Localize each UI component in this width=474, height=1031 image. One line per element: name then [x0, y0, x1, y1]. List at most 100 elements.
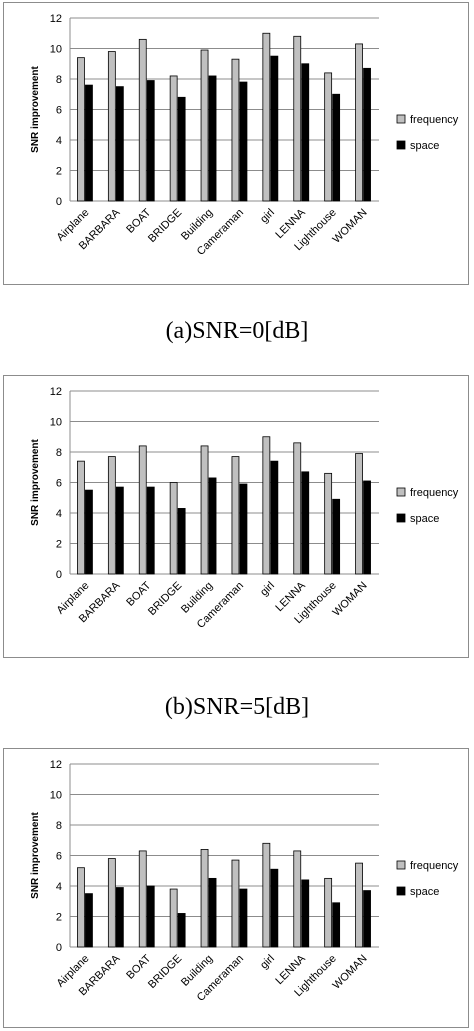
chart-a-bar-space — [85, 84, 93, 202]
chart-b-bar-space — [146, 486, 155, 575]
chart-b-bar-frequency — [324, 472, 333, 575]
chart-c-legend-label-space: space — [410, 886, 439, 898]
chart-a-bar-space — [146, 80, 155, 202]
chart-b-y-axis-label: SNR improvement — [30, 438, 41, 525]
chart-b-x-tick-label: WOMAN — [331, 580, 370, 619]
chart-b-y-tick-label: 12 — [50, 386, 62, 398]
chart-a-y-tick-label: 12 — [50, 13, 62, 25]
chart-b-bar-space — [363, 480, 371, 575]
chart-a-legend-swatch-space — [396, 140, 406, 150]
chart-a-bar-space — [301, 63, 310, 202]
chart-c-bar-frequency — [231, 859, 240, 948]
chart-a-bar-frequency — [138, 38, 147, 202]
chart-a-y-tick-label: 0 — [56, 196, 62, 208]
chart-c-bar-frequency — [138, 850, 147, 948]
chart-c-x-tick-label: BOAT — [124, 952, 153, 981]
chart-a-bar-frequency — [262, 32, 271, 202]
chart-b-y-tick-label: 6 — [56, 478, 62, 490]
chart-a-bar-frequency — [77, 57, 85, 202]
chart-a-bar-space — [115, 86, 124, 202]
chart-b-bar-frequency — [355, 453, 363, 575]
chart-b-legend-swatch-frequency — [396, 487, 406, 497]
caption-a: (a)SNR=0[dB] — [165, 318, 309, 344]
chart-a-x-tick-label: girl — [258, 207, 277, 226]
chart-c-bar-frequency — [200, 849, 209, 948]
chart-c-y-tick-label: 6 — [56, 851, 62, 863]
chart-a-legend-label-frequency: frequency — [410, 114, 459, 126]
chart-b-bar-space — [208, 477, 217, 575]
chart-a-bar-frequency — [355, 43, 363, 202]
chart-c-y-tick-label: 4 — [56, 881, 62, 893]
chart-c-y-tick-label: 2 — [56, 912, 62, 924]
chart-b-x-tick-label: BOAT — [124, 579, 153, 608]
chart-b-bar-space — [332, 498, 341, 575]
chart-a-y-tick-label: 2 — [56, 166, 62, 178]
chart-a-x-tick-label: WOMAN — [331, 207, 370, 246]
chart-a-bar-frequency — [107, 51, 116, 202]
chart-c-y-tick-label: 10 — [50, 790, 62, 802]
chart-panel-a: 0 2 4 6 8 10 12 SNR improvement Airplane BARBARA B… — [3, 2, 469, 285]
chart-c-bar-frequency — [107, 858, 116, 948]
chart-b-y-tick-label: 0 — [56, 569, 62, 581]
chart-b-y-tick-label: 8 — [56, 447, 62, 459]
chart-c-bar-space — [115, 887, 124, 948]
chart-a-bar-frequency — [231, 58, 240, 202]
chart-c-bar-frequency — [77, 867, 85, 948]
chart-c-bar-space — [270, 868, 279, 948]
chart-c-bar-frequency — [293, 850, 302, 948]
chart-a-bar-frequency — [169, 75, 178, 202]
chart-b-bar-frequency — [77, 460, 85, 575]
chart-a-bar-space — [208, 75, 217, 202]
chart-panel-c: 0 2 4 6 8 10 12 SNR improvement Airplane BARBARA B… — [3, 748, 469, 1028]
chart-a-bar-space — [270, 55, 279, 202]
chart-b-bar-space — [115, 486, 124, 575]
chart-b-x-tick-label: girl — [258, 580, 277, 599]
chart-a-bar-space — [363, 67, 371, 202]
chart-c-legend-swatch-space — [396, 886, 406, 896]
chart-b-bar-frequency — [293, 442, 302, 575]
chart-b-legend-label-frequency: frequency — [410, 487, 459, 499]
chart-a-bar-frequency — [200, 49, 209, 202]
chart-b-bar-space — [177, 508, 186, 575]
chart-b-bar-frequency — [262, 436, 271, 575]
chart-a-legend-label-space: space — [410, 140, 439, 152]
chart-a-bar-space — [332, 93, 341, 202]
chart-b-bar-frequency — [107, 456, 116, 575]
chart-b-bar-space — [270, 460, 279, 575]
chart-a-y-tick-label: 4 — [56, 135, 62, 147]
chart-c-y-tick-label: 8 — [56, 820, 62, 832]
chart-panel-b: 0 2 4 6 8 10 12 SNR improvement Airplane BARBARA B… — [3, 375, 469, 658]
chart-c-bar-space — [363, 890, 371, 948]
chart-c-bar-frequency — [324, 877, 333, 948]
chart-c-bar-space — [332, 902, 341, 948]
chart-c-y-tick-label: 12 — [50, 759, 62, 771]
chart-b-bar-frequency — [169, 482, 178, 575]
chart-b-bar-space — [85, 489, 93, 575]
chart-c-y-axis-label: SNR improvement — [30, 811, 41, 898]
chart-b-bar-frequency — [138, 445, 147, 575]
chart-b-bar-frequency — [231, 456, 240, 575]
chart-c-bar-space — [301, 879, 310, 948]
chart-a-bar-space — [177, 96, 186, 202]
chart-a-x-tick-label: BOAT — [124, 206, 153, 235]
chart-b-bar-space — [301, 471, 310, 575]
chart-a-bar-frequency — [293, 35, 302, 202]
chart-c-bar-space — [85, 893, 93, 948]
chart-c-bar-frequency — [355, 862, 363, 948]
chart-c-y-tick-label: 0 — [56, 942, 62, 954]
chart-c-x-tick-label: WOMAN — [331, 953, 370, 992]
chart-a-bar-space — [239, 81, 248, 202]
chart-a-bar-frequency — [324, 72, 333, 202]
chart-a-y-tick-label: 6 — [56, 105, 62, 117]
chart-b-legend-label-space: space — [410, 513, 439, 525]
chart-b-legend-swatch-space — [396, 513, 406, 523]
chart-c-bar-space — [146, 885, 155, 948]
chart-c-legend-label-frequency: frequency — [410, 860, 459, 872]
chart-b-y-tick-label: 2 — [56, 539, 62, 551]
chart-a-y-tick-label: 10 — [50, 44, 62, 56]
chart-a-legend-swatch-frequency — [396, 114, 406, 124]
chart-c-bar-space — [208, 877, 217, 948]
